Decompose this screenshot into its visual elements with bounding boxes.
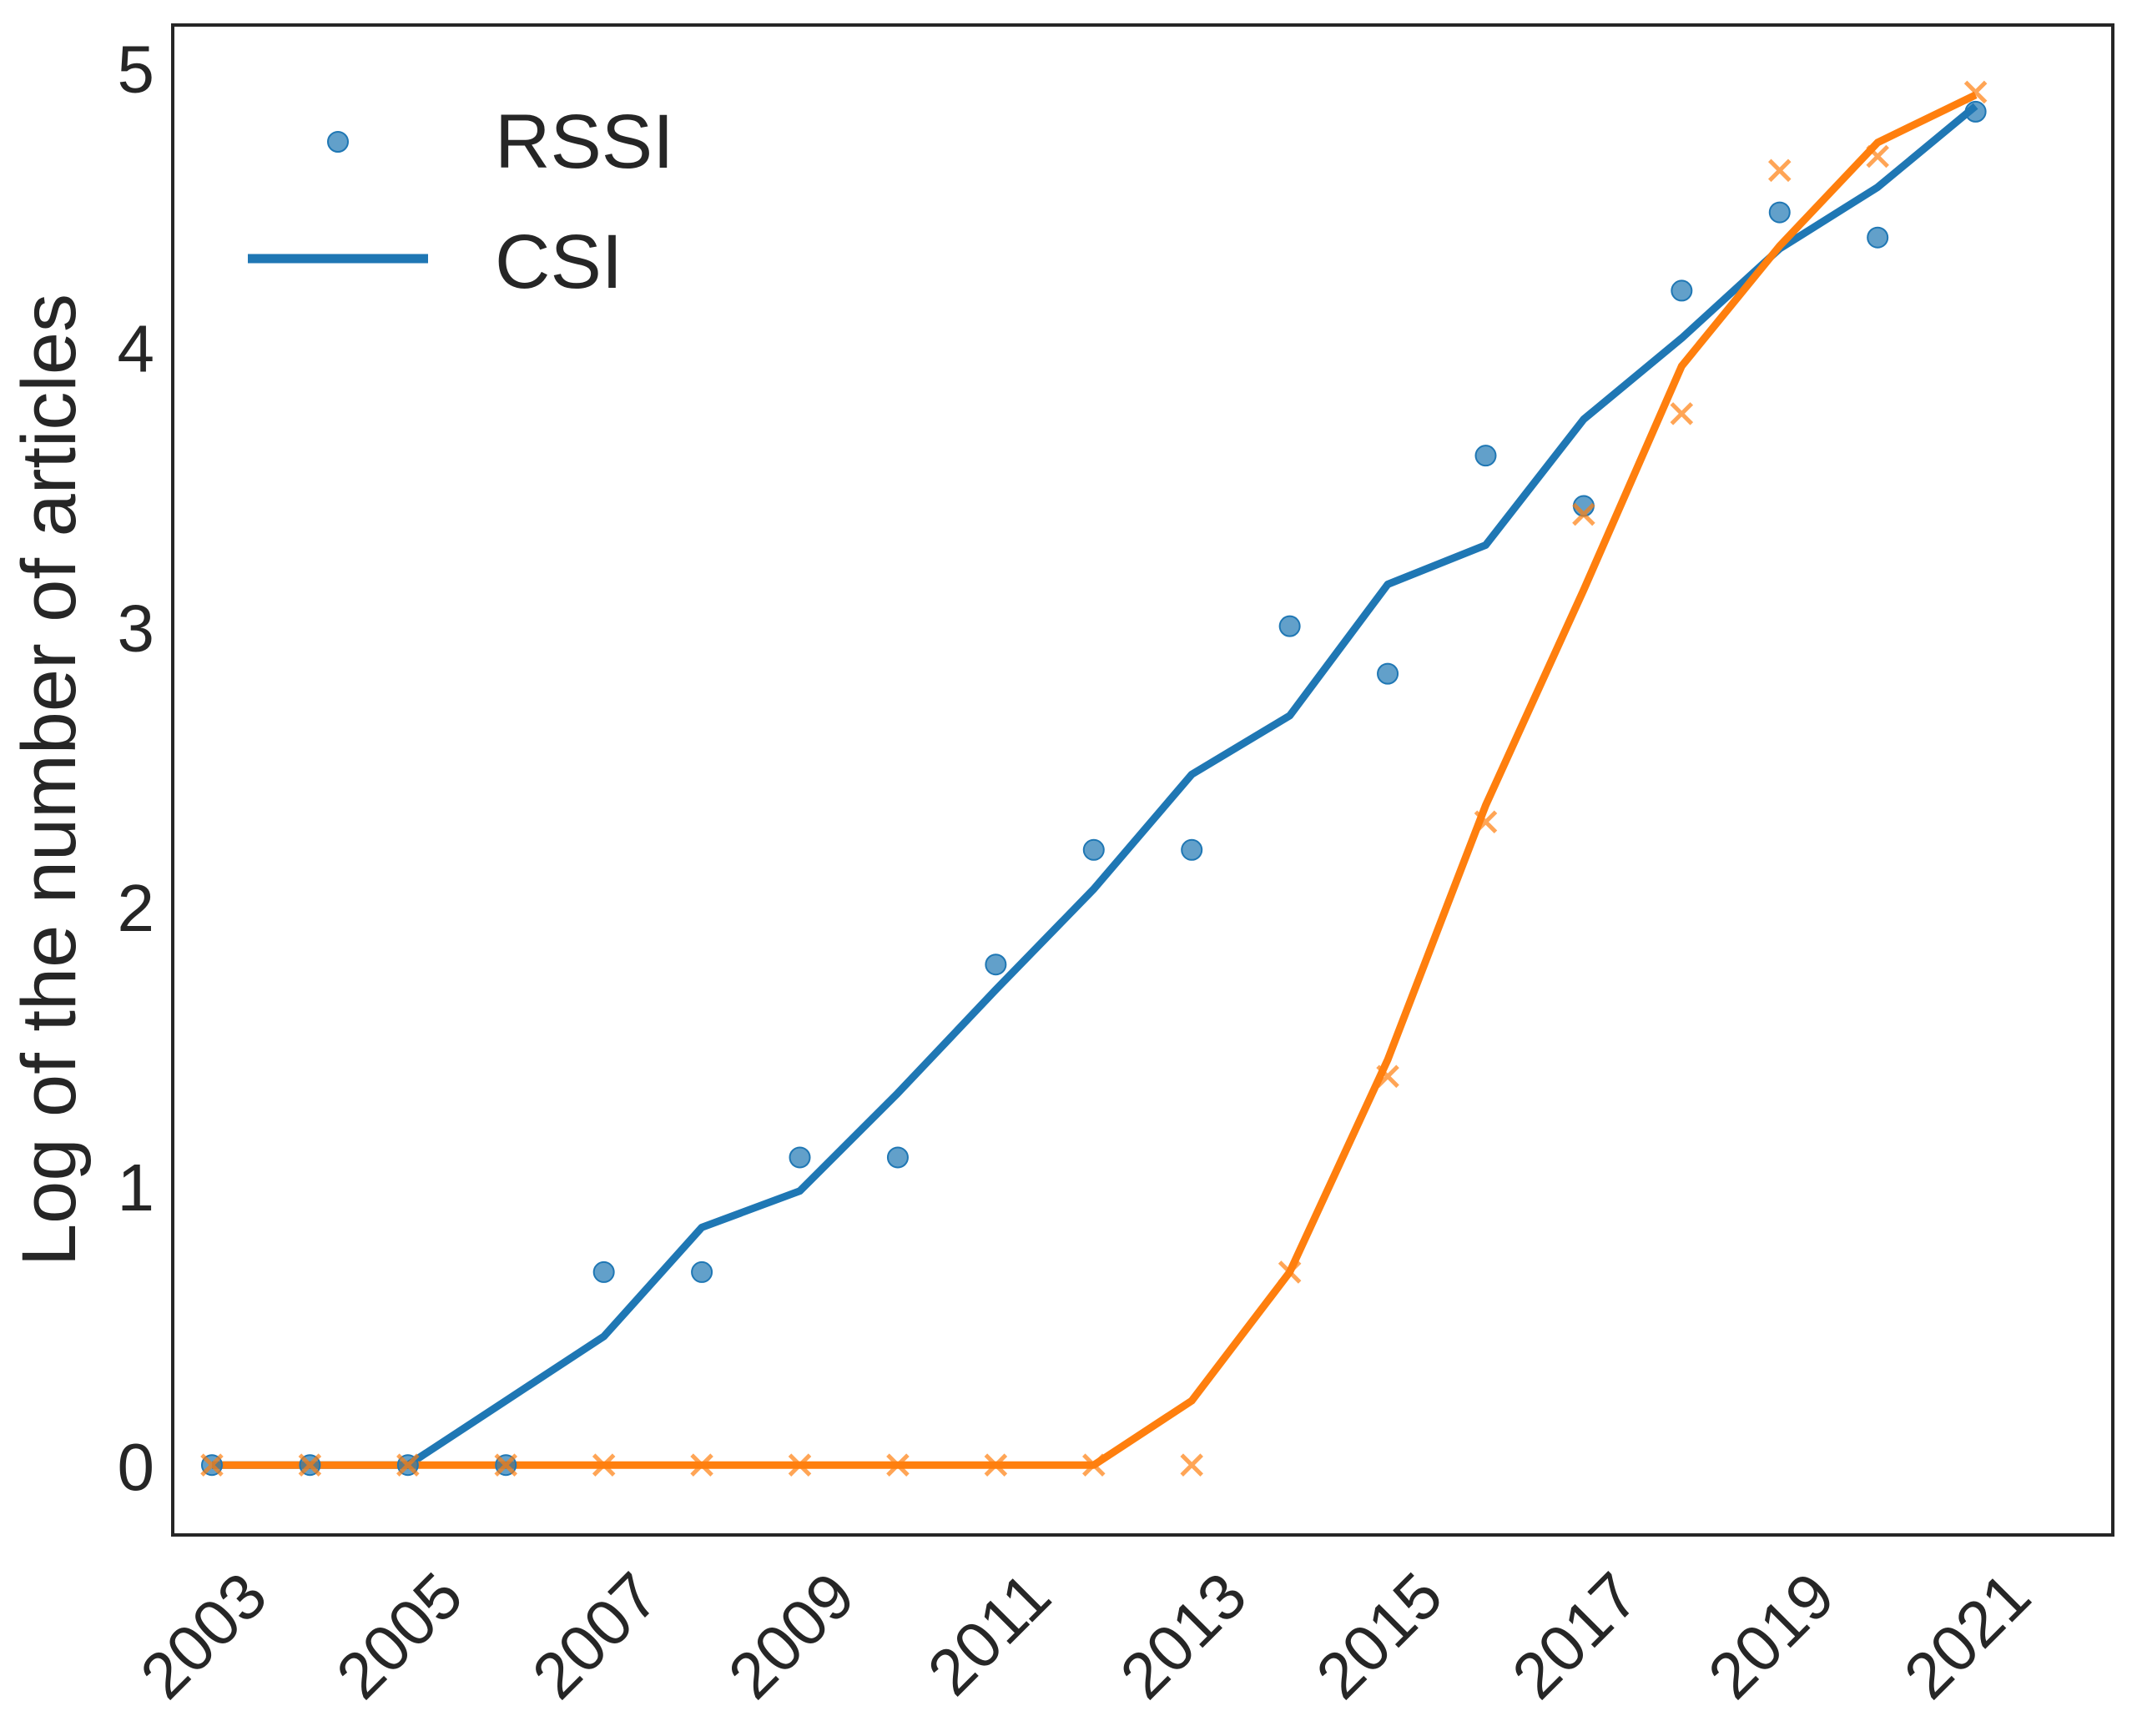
y-tick-label: 2 [118, 871, 155, 945]
y-tick-label: 0 [118, 1430, 155, 1504]
rssi-point [1964, 100, 1987, 123]
y-axis-title: Log of the number of articles [7, 294, 92, 1266]
rssi-point [1671, 279, 1693, 302]
rssi-point [691, 1260, 713, 1283]
series-3-point [1474, 810, 1498, 834]
y-tick-label: 5 [118, 32, 155, 106]
legend-csi-label: CSI [495, 219, 622, 304]
series-3-point [200, 1453, 224, 1477]
y-tick-labels: 0 1 2 3 4 5 [118, 32, 155, 1504]
rssi-point [592, 1260, 615, 1283]
series-3-point [494, 1453, 518, 1477]
plot-frame [171, 23, 2114, 1537]
series-3-point [298, 1453, 322, 1477]
rssi-point [1278, 615, 1301, 637]
legend: RSSI CSI [248, 99, 674, 304]
series-3-point [886, 1453, 910, 1477]
series-1-line [212, 103, 1978, 1469]
series-3-point [1866, 144, 1889, 169]
rssi-point [1474, 445, 1497, 467]
series-3-point [1082, 1453, 1106, 1477]
series-3-point [690, 1453, 713, 1477]
series-3-point [1180, 1453, 1203, 1477]
series-3-point [1376, 1064, 1399, 1089]
rssi-point [1768, 201, 1791, 224]
rssi-point [1867, 226, 1889, 249]
series-3-point [1278, 1260, 1302, 1284]
series-3-point [788, 1453, 812, 1477]
rssi-point [886, 1146, 909, 1169]
series-3-point [1767, 159, 1792, 183]
series-3-point [1670, 402, 1694, 425]
y-tick-label: 4 [118, 311, 155, 385]
rssi-point [1082, 838, 1105, 861]
series-3-point [592, 1453, 616, 1477]
legend-rssi-label: RSSI [495, 99, 674, 184]
rssi-point [1181, 838, 1203, 861]
rssi-point [789, 1146, 811, 1169]
legend-rssi-marker [327, 131, 349, 153]
rssi-point [985, 954, 1007, 976]
plot-area [200, 80, 1988, 1477]
rssi-point [1377, 662, 1399, 685]
series-3-point [1963, 80, 1988, 104]
y-tick-label: 1 [118, 1150, 155, 1225]
y-tick-label: 3 [118, 591, 155, 666]
series-3-point [984, 1453, 1008, 1477]
series-3-point [1572, 502, 1595, 526]
series-3-point [396, 1453, 420, 1477]
